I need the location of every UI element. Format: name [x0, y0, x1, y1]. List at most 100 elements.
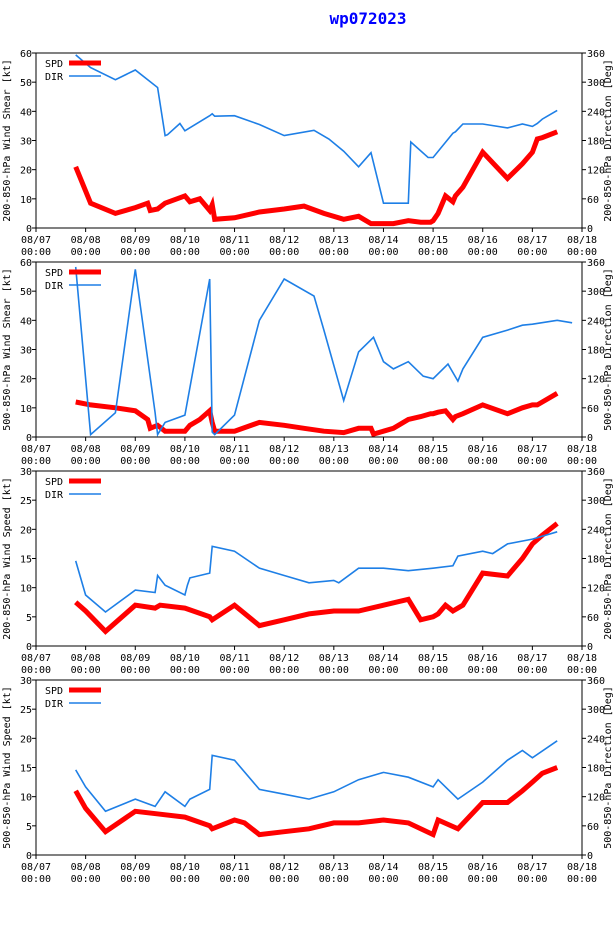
dir-series-line — [74, 531, 558, 614]
x-tick-label-time: 00:00 — [517, 247, 547, 258]
y-right-tick-label: 60 — [587, 822, 599, 833]
y-right-tick-label: 300 — [587, 705, 605, 716]
spd-series-line — [73, 765, 559, 839]
x-tick-label-time: 00:00 — [468, 456, 498, 467]
y-left-tick-label: 40 — [20, 316, 32, 327]
y-right-tick-label: 60 — [587, 195, 599, 206]
spd-series-line — [74, 521, 559, 635]
x-tick-label-date: 08/10 — [170, 862, 200, 873]
y-right-tick-label: 120 — [587, 793, 605, 804]
x-tick-label-date: 08/07 — [21, 862, 51, 873]
page-title: wp072023 — [329, 9, 407, 28]
x-tick-label-date: 08/08 — [71, 862, 101, 873]
y-right-tick-label: 300 — [587, 496, 605, 507]
x-tick-label-date: 08/12 — [269, 235, 299, 246]
dir-series-line — [75, 54, 558, 204]
legend-label-dir: DIR — [45, 490, 64, 501]
x-tick-label-time: 00:00 — [269, 456, 299, 467]
chart-panel-1: 010203040506006012018024030036008/0700:0… — [2, 49, 614, 258]
y-left-axis-label: 500-850-hPa Wind Speed [kt] — [2, 686, 13, 849]
x-tick-label-date: 08/14 — [368, 653, 398, 664]
y-right-tick-label: 60 — [587, 613, 599, 624]
y-left-tick-label: 0 — [26, 433, 32, 444]
x-tick-label-time: 00:00 — [319, 665, 349, 676]
x-tick-label-time: 00:00 — [71, 665, 101, 676]
x-tick-label-time: 00:00 — [71, 456, 101, 467]
x-tick-label-date: 08/13 — [319, 444, 349, 455]
y-left-tick-label: 50 — [20, 78, 32, 89]
legend-label-dir: DIR — [45, 699, 64, 710]
y-left-tick-label: 0 — [26, 224, 32, 235]
dir-series-line — [75, 740, 558, 813]
x-tick-label-time: 00:00 — [21, 665, 51, 676]
y-left-tick-label: 25 — [20, 705, 32, 716]
x-tick-label-date: 08/11 — [219, 444, 249, 455]
x-tick-label-time: 00:00 — [170, 247, 200, 258]
x-tick-label-date: 08/10 — [170, 235, 200, 246]
x-tick-label-date: 08/11 — [219, 235, 249, 246]
x-tick-label-time: 00:00 — [418, 665, 448, 676]
x-tick-label-time: 00:00 — [368, 247, 398, 258]
y-left-axis-label: 200-850-hPa Wind Shear [kt] — [2, 59, 13, 222]
spd-series-line — [73, 129, 559, 227]
x-tick-label-time: 00:00 — [219, 456, 249, 467]
x-tick-label-date: 08/16 — [468, 444, 498, 455]
x-tick-label-time: 00:00 — [170, 456, 200, 467]
x-tick-label-date: 08/12 — [269, 444, 299, 455]
y-left-tick-label: 30 — [20, 346, 32, 357]
y-right-tick-label: 360 — [587, 676, 605, 687]
x-tick-label-date: 08/13 — [319, 235, 349, 246]
y-left-tick-label: 20 — [20, 734, 32, 745]
x-tick-label-time: 00:00 — [468, 247, 498, 258]
dir-series-line — [74, 266, 573, 437]
y-right-tick-label: 180 — [587, 764, 605, 775]
y-left-axis-label: 200-850-hPa Wind Speed [kt] — [2, 477, 13, 640]
chart-panel-4: 05101520253006012018024030036008/0700:00… — [2, 676, 614, 885]
x-tick-label-date: 08/09 — [120, 862, 150, 873]
legend-label-spd: SPD — [45, 686, 63, 697]
y-left-tick-label: 10 — [20, 584, 32, 595]
x-tick-label-time: 00:00 — [567, 456, 597, 467]
x-tick-label-date: 08/18 — [567, 653, 597, 664]
legend-label-spd: SPD — [45, 59, 63, 70]
y-right-tick-label: 360 — [587, 258, 605, 269]
x-tick-label-date: 08/15 — [418, 862, 448, 873]
x-tick-label-time: 00:00 — [567, 874, 597, 885]
x-tick-label-date: 08/18 — [567, 235, 597, 246]
x-tick-label-date: 08/09 — [120, 444, 150, 455]
x-tick-label-time: 00:00 — [368, 456, 398, 467]
x-tick-label-time: 00:00 — [517, 456, 547, 467]
chart-panel-3: 05101520253006012018024030036008/0700:00… — [2, 467, 614, 676]
x-tick-label-time: 00:00 — [517, 665, 547, 676]
y-right-axis-label: 200-850-hPa Direction [Deg] — [603, 477, 614, 640]
x-tick-label-time: 00:00 — [170, 874, 200, 885]
x-tick-label-date: 08/16 — [468, 862, 498, 873]
y-left-tick-label: 60 — [20, 258, 32, 269]
y-left-tick-label: 15 — [20, 764, 32, 775]
y-right-tick-label: 120 — [587, 375, 605, 386]
x-tick-label-time: 00:00 — [219, 247, 249, 258]
y-right-tick-label: 120 — [587, 166, 605, 177]
y-left-tick-label: 20 — [20, 375, 32, 386]
x-tick-label-time: 00:00 — [120, 874, 150, 885]
x-tick-label-date: 08/12 — [269, 653, 299, 664]
legend-label-dir: DIR — [45, 72, 64, 83]
y-left-tick-label: 40 — [20, 107, 32, 118]
x-tick-label-time: 00:00 — [120, 456, 150, 467]
y-left-tick-label: 0 — [26, 851, 32, 862]
x-tick-label-time: 00:00 — [21, 456, 51, 467]
x-tick-label-date: 08/14 — [368, 235, 398, 246]
y-left-tick-label: 10 — [20, 793, 32, 804]
x-tick-label-time: 00:00 — [269, 247, 299, 258]
x-tick-label-time: 00:00 — [319, 247, 349, 258]
legend-label-spd: SPD — [45, 268, 63, 279]
y-right-tick-label: 180 — [587, 346, 605, 357]
x-tick-label-time: 00:00 — [418, 247, 448, 258]
x-tick-label-time: 00:00 — [418, 456, 448, 467]
x-tick-label-time: 00:00 — [468, 665, 498, 676]
x-tick-label-time: 00:00 — [269, 665, 299, 676]
y-right-tick-label: 180 — [587, 137, 605, 148]
x-tick-label-date: 08/12 — [269, 862, 299, 873]
y-right-tick-label: 0 — [587, 433, 593, 444]
x-tick-label-date: 08/16 — [468, 653, 498, 664]
